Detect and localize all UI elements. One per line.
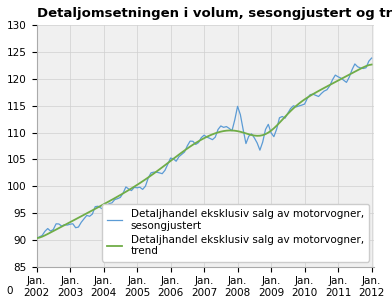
Detaljhandel eksklusiv salg av motorvogner,
trend: [113, 196, 117, 200]
Line: Detaljhandel eksklusiv salg av motorvogner,
trend: Detaljhandel eksklusiv salg av motorvogn…: [36, 65, 372, 238]
Legend: Detaljhandel eksklusiv salg av motorvogner,
sesongjustert, Detaljhandel eksklusi: Detaljhandel eksklusiv salg av motorvogn…: [102, 204, 369, 261]
Detaljhandel eksklusiv salg av motorvogner,
sesongjustert: [260, 140, 265, 144]
Detaljhandel eksklusiv salg av motorvogner,
sesongjustert: [347, 75, 352, 79]
Detaljhandel eksklusiv salg av motorvogner,
trend: [243, 131, 248, 135]
Detaljhandel eksklusiv salg av motorvogner,
trend: [260, 133, 265, 137]
Detaljhandel eksklusiv salg av motorvogner,
sesongjustert: [34, 237, 39, 241]
Detaljhandel eksklusiv salg av motorvogner,
trend: [347, 73, 352, 77]
Detaljhandel eksklusiv salg av motorvogner,
sesongjustert: [113, 198, 117, 201]
Detaljhandel eksklusiv salg av motorvogner,
sesongjustert: [176, 155, 181, 159]
Detaljhandel eksklusiv salg av motorvogner,
trend: [68, 221, 73, 224]
Detaljhandel eksklusiv salg av motorvogner,
sesongjustert: [369, 56, 374, 60]
Detaljhandel eksklusiv salg av motorvogner,
trend: [176, 153, 181, 156]
Detaljhandel eksklusiv salg av motorvogner,
sesongjustert: [68, 222, 73, 226]
Detaljhandel eksklusiv salg av motorvogner,
trend: [34, 236, 39, 240]
Line: Detaljhandel eksklusiv salg av motorvogner,
sesongjustert: Detaljhandel eksklusiv salg av motorvogn…: [36, 58, 372, 239]
Detaljhandel eksklusiv salg av motorvogner,
sesongjustert: [243, 142, 248, 145]
Detaljhandel eksklusiv salg av motorvogner,
trend: [369, 63, 374, 66]
Text: Detaljomsetningen i volum, sesongjustert og trend. 2002-2012: Detaljomsetningen i volum, sesongjustert…: [36, 7, 392, 20]
Text: 0: 0: [6, 286, 13, 296]
